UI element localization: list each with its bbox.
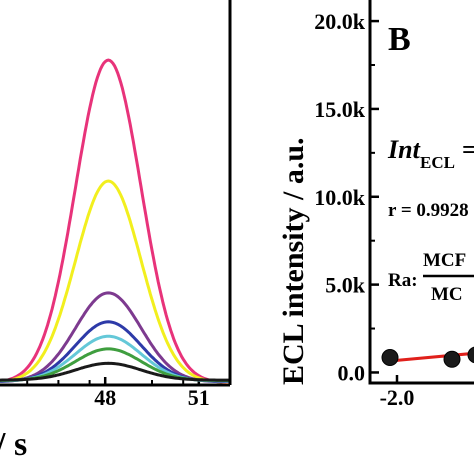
panel-a: 48 51 / s — [0, 0, 232, 463]
panel-b-x-tick-label: -2.0 — [380, 385, 415, 410]
data-point — [381, 349, 399, 367]
ecl-curve-1 — [0, 58, 231, 384]
panel-b-y-tick-label: 10.0k — [314, 185, 366, 210]
equation-int: Int — [387, 135, 421, 164]
panel-b: 0.0 5.0k 10.0k 15.0k 20.0k -2.0 ECL intensit… — [277, 0, 474, 410]
panel-a-x-tick-label: 51 — [188, 385, 210, 410]
ratio-numerator: MCF — [423, 250, 466, 271]
panel-a-x-label: / s — [0, 426, 27, 463]
ecl-curve-7 — [0, 361, 230, 382]
panel-b-y-label: ECL intensity / a.u. — [277, 137, 310, 385]
panel-b-frame — [368, 0, 474, 385]
equation-rest: = — [462, 135, 474, 164]
equation-subscript: ECL — [420, 153, 455, 172]
panel-b-y-tick-label: 15.0k — [314, 97, 366, 122]
ratio-prefix: Ra: — [388, 270, 418, 291]
panel-b-y-tick-label: 5.0k — [325, 273, 366, 298]
ratio-denominator: MC — [431, 284, 463, 305]
ecl-curve-2 — [0, 179, 231, 384]
r-value-label: r = 0.9928 — [388, 200, 469, 221]
panel-b-y-tick-label: 0.0 — [338, 360, 366, 385]
panel-b-y-tick-label: 20.0k — [314, 9, 366, 34]
data-point — [467, 346, 474, 364]
panel-a-x-tick-label: 48 — [94, 385, 116, 410]
fit-line — [389, 351, 474, 363]
panel-b-label: B — [388, 21, 411, 58]
data-point — [443, 350, 461, 368]
